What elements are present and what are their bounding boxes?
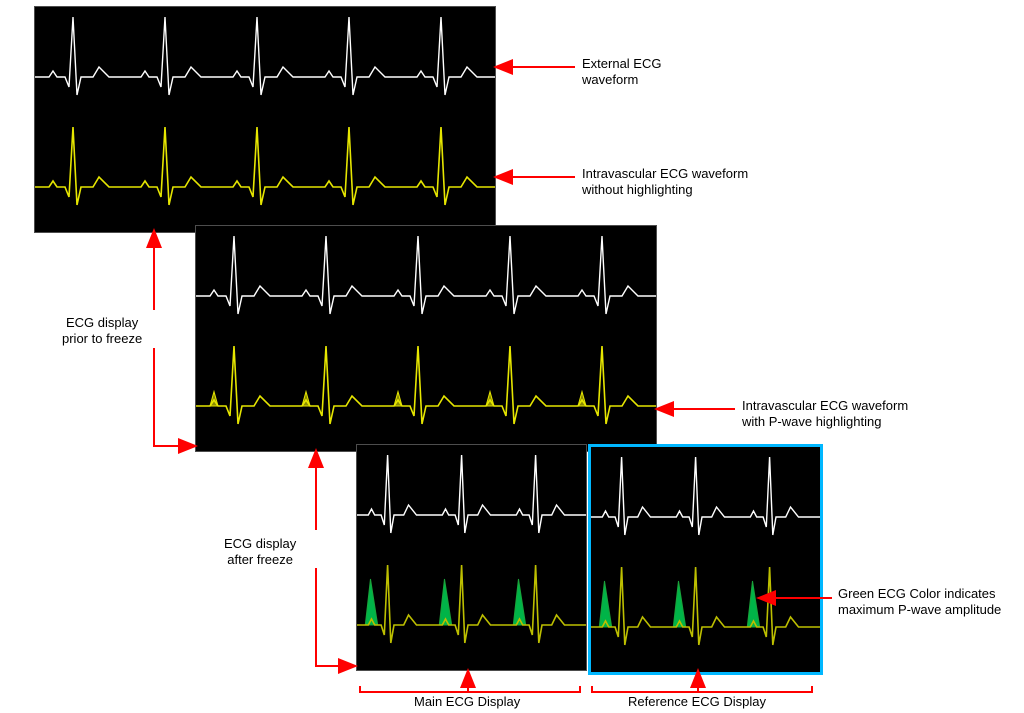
bracket-main (360, 686, 580, 692)
label-after_freeze: ECG displayafter freeze (224, 536, 296, 569)
label-main_disp: Main ECG Display (414, 694, 520, 710)
label-intra_no_hl: Intravascular ECG waveformwithout highli… (582, 166, 748, 199)
elbow-after-main (316, 568, 354, 666)
label-prior_freeze: ECG displayprior to freeze (62, 315, 142, 348)
label-green_note: Green ECG Color indicatesmaximum P-wave … (838, 586, 1001, 619)
elbow-prior-mid (154, 348, 194, 446)
label-ref_disp: Reference ECG Display (628, 694, 766, 710)
label-intra_hl: Intravascular ECG waveformwith P-wave hi… (742, 398, 908, 431)
bracket-ref (592, 686, 812, 692)
label-ext_ecg: External ECGwaveform (582, 56, 661, 89)
